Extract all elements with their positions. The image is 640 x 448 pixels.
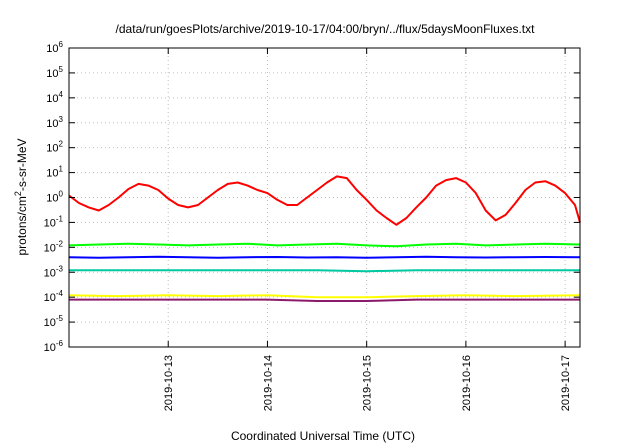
y-tick-label-exp: -2 [56, 239, 64, 248]
series-line [69, 269, 580, 273]
x-tick-label: 2019-10-14 [262, 355, 274, 411]
grid-lines [69, 48, 580, 347]
y-tick-label-base: 10 [44, 292, 56, 304]
y-tick-label-exp: 1 [59, 165, 64, 174]
series-line [68, 242, 581, 248]
y-tick-label: 10-5 [44, 314, 64, 329]
series-line [68, 255, 581, 259]
y-tick-label-exp: -6 [56, 339, 64, 348]
y-tick-label: 105 [46, 65, 63, 80]
y-tick-label-base: 10 [46, 68, 58, 80]
y-tick-label-base: 10 [46, 43, 58, 55]
y-axis-ticks: 10-610-510-410-310-210-11001011021031041… [44, 40, 580, 354]
data-series [68, 175, 581, 302]
y-tick-label: 102 [46, 140, 63, 155]
series-line [68, 294, 581, 299]
y-tick-label: 10-4 [44, 289, 64, 304]
y-tick-label-base: 10 [44, 242, 56, 254]
x-axis-ticks: 2019-10-13 2019-10-14 2019-10-15 2019-10-16… [163, 48, 572, 411]
y-tick-label: 10-2 [44, 239, 64, 254]
y-tick-label: 10-1 [44, 214, 64, 229]
y-tick-label: 10-3 [44, 264, 64, 279]
y-tick-label-base: 10 [46, 168, 58, 180]
y-tick-label-exp: -3 [56, 264, 64, 273]
y-axis-label-sup: 2 [13, 191, 23, 196]
y-tick-label-exp: -5 [56, 314, 64, 323]
y-tick-label-exp: 0 [59, 190, 64, 199]
y-tick-label-exp: 2 [59, 140, 64, 149]
x-tick-label: 2019-10-13 [163, 355, 175, 411]
y-tick-label-base: 10 [44, 217, 56, 229]
x-tick-label: 2019-10-15 [362, 355, 374, 411]
y-tick-label-exp: 6 [59, 40, 64, 49]
y-tick-label: 101 [46, 165, 63, 180]
y-tick-label-exp: 5 [59, 65, 64, 74]
y-axis-label-base: protons/cm [15, 196, 29, 255]
y-tick-label-exp: -4 [56, 289, 64, 298]
y-tick-label-base: 10 [44, 342, 56, 354]
plot-frame [68, 47, 581, 348]
y-tick-label: 10-6 [44, 339, 64, 354]
chart-title: /data/run/goesPlots/archive/2019-10-17/0… [116, 22, 536, 36]
x-axis-label: Coordinated Universal Time (UTC) [231, 429, 415, 443]
y-tick-label-base: 10 [44, 267, 56, 279]
y-tick-label-base: 10 [46, 93, 58, 105]
y-tick-label-exp: 4 [59, 90, 64, 99]
y-axis-label-rest: -s-sr-MeV [15, 138, 29, 191]
y-tick-label-base: 10 [44, 317, 56, 329]
y-tick-label: 104 [46, 90, 63, 105]
y-tick-label-exp: -1 [56, 214, 64, 223]
x-tick-label: 2019-10-17 [560, 355, 572, 411]
y-tick-label: 103 [46, 115, 63, 130]
y-tick-label-base: 10 [46, 193, 58, 205]
x-tick-label: 2019-10-16 [461, 355, 473, 411]
y-tick-label: 100 [46, 190, 63, 205]
y-axis-label: protons/cm2-s-sr-MeV [13, 138, 29, 255]
y-tick-label-base: 10 [46, 143, 58, 155]
y-tick-label-exp: 3 [59, 115, 64, 124]
y-tick-label-base: 10 [46, 118, 58, 130]
y-tick-label: 106 [46, 40, 63, 55]
series-line [69, 298, 580, 302]
series-line [68, 175, 581, 226]
